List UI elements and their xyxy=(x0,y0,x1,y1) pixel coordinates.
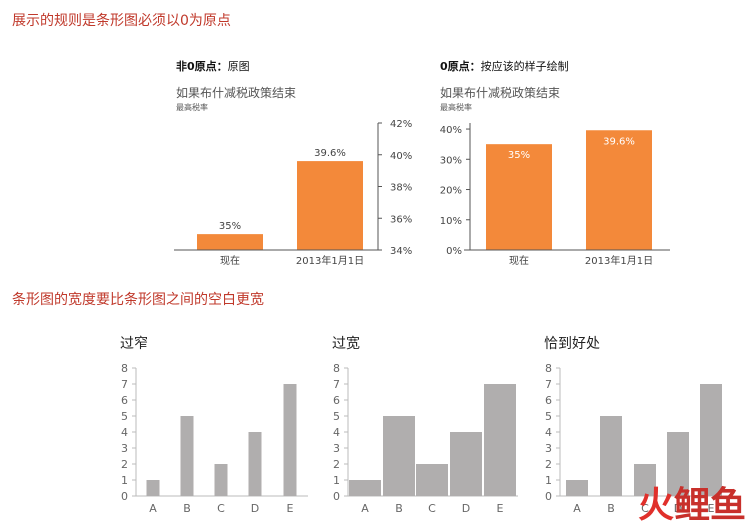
bar-D xyxy=(248,432,262,496)
x-tick-label: E xyxy=(708,502,715,515)
chart-label-rest: 原图 xyxy=(227,60,250,73)
x-tick-label: 现在 xyxy=(220,255,240,267)
y-tick-label: 3 xyxy=(545,442,552,455)
x-tick-label: E xyxy=(287,502,294,515)
x-tick-label: A xyxy=(149,502,157,515)
bar-D xyxy=(667,432,689,496)
bar-B xyxy=(180,416,194,496)
y-tick-label: 6 xyxy=(333,394,340,407)
y-tick-label: 38% xyxy=(390,183,412,194)
chart-label-nonzero: 非0原点：原图 xyxy=(176,58,250,74)
watermark-part-2: 鲤鱼 xyxy=(673,485,746,526)
data-label: 35% xyxy=(508,150,530,161)
y-tick-label: 2 xyxy=(545,458,552,471)
y-tick-label: 8 xyxy=(333,362,340,375)
y-tick-label: 2 xyxy=(121,458,128,471)
y-tick-label: 5 xyxy=(333,410,340,423)
y-tick-label: 4 xyxy=(333,426,340,439)
x-tick-label: 现在 xyxy=(509,255,529,267)
watermark-logo: 火鲤鱼 xyxy=(638,476,746,528)
chart-label-bold: 非0原点： xyxy=(176,60,228,73)
y-tick-label: 4 xyxy=(121,426,128,439)
bar-E xyxy=(484,384,516,496)
y-tick-label: 0 xyxy=(545,490,552,503)
y-tick-label: 5 xyxy=(121,410,128,423)
small-chart-title-narrow: 过窄 xyxy=(120,336,148,352)
x-tick-label: D xyxy=(674,502,682,515)
y-tick-label: 1 xyxy=(121,474,128,487)
x-tick-label: B xyxy=(395,502,403,515)
watermark-part-1: 火 xyxy=(637,485,674,526)
y-tick-label: 7 xyxy=(333,378,340,391)
chart-subtitle: 如果布什减税政策结束 xyxy=(176,86,297,100)
y-tick-label: 34% xyxy=(390,246,412,257)
y-tick-label: 1 xyxy=(545,474,552,487)
bar-C xyxy=(634,464,656,496)
x-tick-label: D xyxy=(251,502,259,515)
x-tick-label: E xyxy=(497,502,504,515)
x-tick-label: C xyxy=(217,502,225,515)
bar-A xyxy=(566,480,588,496)
bar-2013 xyxy=(586,130,652,250)
y-tick-label: 5 xyxy=(545,410,552,423)
chart-subtitle-2: 最高税率 xyxy=(176,103,208,112)
y-tick-label: 8 xyxy=(121,362,128,375)
bar-now xyxy=(197,234,263,250)
x-tick-label: B xyxy=(183,502,191,515)
y-tick-label: 4 xyxy=(545,426,552,439)
data-label: 35% xyxy=(219,221,241,232)
x-tick-label: B xyxy=(607,502,615,515)
y-tick-label: 40% xyxy=(390,151,412,162)
x-tick-label: 2013年1月1日 xyxy=(296,254,364,267)
y-tick-label: 7 xyxy=(545,378,552,391)
chart-label-rest: 按应该的样子绘制 xyxy=(480,60,569,73)
x-tick-label: A xyxy=(573,502,581,515)
y-tick-label: 30% xyxy=(440,155,462,166)
x-tick-label: C xyxy=(641,502,649,515)
y-tick-label: 0 xyxy=(333,490,340,503)
y-tick-label: 2 xyxy=(333,458,340,471)
x-tick-label: D xyxy=(462,502,470,515)
y-tick-label: 10% xyxy=(440,216,462,227)
x-tick-label: C xyxy=(428,502,436,515)
y-tick-label: 40% xyxy=(440,125,462,136)
chart-label-bold: 0原点： xyxy=(440,60,481,73)
chart-subtitle-2: 最高税率 xyxy=(440,103,472,112)
y-tick-label: 3 xyxy=(333,442,340,455)
small-chart-title-wide: 过宽 xyxy=(332,336,360,352)
x-tick-label: 2013年1月1日 xyxy=(585,254,653,267)
y-tick-label: 6 xyxy=(545,394,552,407)
bar-D xyxy=(450,432,482,496)
x-tick-label: A xyxy=(361,502,369,515)
y-tick-label: 3 xyxy=(121,442,128,455)
bar-A xyxy=(146,480,160,496)
bar-now xyxy=(486,144,552,250)
y-tick-label: 6 xyxy=(121,394,128,407)
bar-E xyxy=(700,384,722,496)
y-tick-label: 36% xyxy=(390,214,412,225)
y-tick-label: 0% xyxy=(446,246,462,257)
chart-subtitle: 如果布什减税政策结束 xyxy=(440,86,561,100)
section-heading-bar-width: 条形图的宽度要比条形图之间的空白更宽 xyxy=(12,292,264,308)
y-tick-label: 42% xyxy=(390,119,412,130)
y-tick-label: 8 xyxy=(545,362,552,375)
bar-2013 xyxy=(297,161,363,250)
chart-label-zero: 0原点：按应该的样子绘制 xyxy=(440,58,569,74)
y-tick-label: 1 xyxy=(333,474,340,487)
bar-A xyxy=(349,480,381,496)
y-tick-label: 0 xyxy=(121,490,128,503)
bar-C xyxy=(416,464,448,496)
small-chart-title-right: 恰到好处 xyxy=(544,336,600,352)
bar-E xyxy=(283,384,297,496)
bar-B xyxy=(383,416,415,496)
y-tick-label: 20% xyxy=(440,186,462,197)
bar-B xyxy=(600,416,622,496)
data-label: 39.6% xyxy=(314,148,346,159)
bar-C xyxy=(214,464,228,496)
data-label: 39.6% xyxy=(603,136,635,147)
section-heading-zero-origin: 展示的规则是条形图必须以0为原点 xyxy=(12,13,231,29)
y-tick-label: 7 xyxy=(121,378,128,391)
